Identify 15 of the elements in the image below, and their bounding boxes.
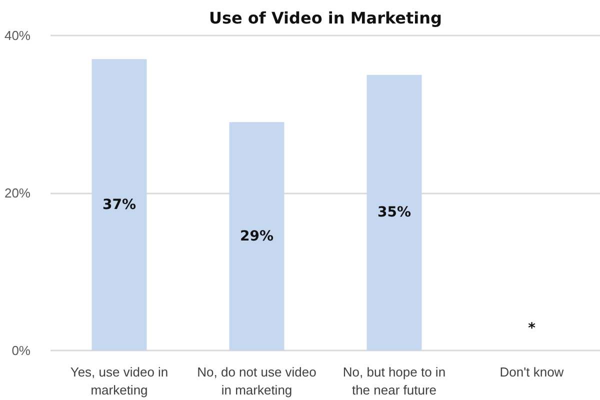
data-label: 37% [102, 196, 136, 213]
x-tick-label: Yes, use video in marketing [70, 364, 168, 398]
bar [229, 122, 284, 351]
data-label: 29% [240, 228, 274, 244]
y-tick-label: 20% [4, 186, 31, 200]
chart-title: Use of Video in Marketing [208, 8, 442, 28]
y-tick-label: 40% [4, 28, 31, 43]
x-tick-label: No, but hope to in the near future [342, 364, 446, 398]
data-label: 35% [377, 204, 412, 221]
bar [92, 59, 147, 351]
data-label: * [528, 320, 536, 337]
x-tick-label: Don't know [500, 364, 564, 380]
x-tick-label: No, do not use video in marketing [197, 364, 316, 398]
y-tick-label: 0% [12, 343, 31, 358]
bar [366, 74, 422, 351]
